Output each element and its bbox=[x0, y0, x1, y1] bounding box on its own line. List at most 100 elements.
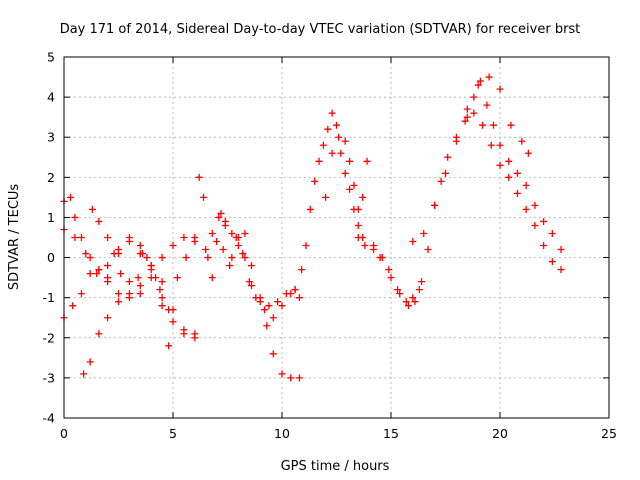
data-point bbox=[324, 125, 332, 133]
data-point bbox=[518, 137, 526, 145]
data-point bbox=[431, 201, 439, 209]
data-point bbox=[110, 250, 118, 258]
data-point bbox=[77, 290, 85, 298]
data-point bbox=[513, 189, 521, 197]
grid bbox=[64, 57, 609, 418]
data-point bbox=[333, 121, 340, 129]
data-point bbox=[239, 250, 247, 258]
series-track-L bbox=[370, 109, 565, 310]
data-point bbox=[136, 282, 144, 290]
data-point bbox=[143, 254, 151, 262]
data-point bbox=[291, 286, 299, 294]
data-point bbox=[354, 221, 362, 229]
chart-title: Day 171 of 2014, Sidereal Day-to-day VTE… bbox=[60, 22, 581, 37]
data-point bbox=[241, 254, 249, 262]
x-axis-label: GPS time / hours bbox=[281, 459, 390, 474]
data-point bbox=[487, 141, 495, 149]
data-point bbox=[228, 229, 236, 237]
data-point bbox=[411, 298, 419, 306]
data-point bbox=[489, 121, 497, 129]
x-tick-label: 5 bbox=[169, 426, 177, 441]
data-point bbox=[363, 157, 371, 165]
tick-marks bbox=[63, 56, 610, 419]
data-point bbox=[354, 234, 362, 241]
series-track-F bbox=[195, 173, 303, 322]
data-point bbox=[136, 242, 144, 250]
data-point bbox=[125, 238, 133, 246]
data-point bbox=[437, 177, 445, 185]
data-point bbox=[191, 334, 199, 342]
data-point bbox=[404, 302, 412, 310]
data-point bbox=[69, 302, 77, 310]
data-point bbox=[138, 250, 146, 258]
data-point bbox=[346, 185, 354, 193]
data-point bbox=[152, 274, 160, 282]
data-point bbox=[180, 326, 188, 334]
data-point bbox=[147, 262, 155, 270]
data-point bbox=[208, 229, 216, 237]
data-point bbox=[173, 274, 181, 282]
data-point bbox=[442, 169, 449, 177]
data-point bbox=[522, 181, 530, 189]
data-point bbox=[463, 113, 471, 121]
y-tick-label: 3 bbox=[47, 130, 55, 145]
data-point bbox=[505, 157, 513, 165]
data-point bbox=[337, 149, 345, 157]
data-point bbox=[507, 121, 515, 129]
x-tick-label: 25 bbox=[601, 426, 617, 441]
data-point bbox=[247, 282, 255, 290]
data-point bbox=[274, 298, 282, 306]
data-point bbox=[269, 350, 277, 358]
data-point bbox=[409, 238, 417, 246]
data-point bbox=[319, 141, 327, 149]
data-point bbox=[117, 270, 125, 278]
data-point bbox=[287, 374, 295, 382]
data-point bbox=[269, 314, 277, 322]
data-point bbox=[115, 290, 122, 298]
data-point bbox=[548, 229, 556, 237]
data-point bbox=[474, 81, 482, 89]
data-point bbox=[71, 234, 79, 241]
data-point bbox=[256, 298, 264, 306]
data-point bbox=[505, 173, 513, 181]
y-tick-label: -1 bbox=[43, 290, 55, 305]
data-point bbox=[156, 286, 164, 294]
y-tick-label: 5 bbox=[47, 50, 55, 65]
data-point bbox=[67, 193, 75, 201]
data-point bbox=[86, 358, 94, 366]
data-point bbox=[82, 250, 90, 258]
data-point bbox=[180, 234, 188, 241]
data-point bbox=[204, 254, 212, 262]
data-point bbox=[361, 242, 369, 250]
data-point bbox=[306, 205, 314, 213]
data-point bbox=[200, 193, 208, 201]
data-point bbox=[524, 149, 532, 157]
data-point bbox=[479, 121, 487, 129]
series-track-I bbox=[291, 109, 367, 294]
x-tick-label: 0 bbox=[60, 426, 68, 441]
data-point bbox=[540, 242, 548, 250]
y-tick-label: -3 bbox=[43, 370, 55, 385]
data-point bbox=[104, 234, 112, 241]
data-point bbox=[387, 274, 395, 282]
data-point bbox=[282, 290, 290, 298]
data-point bbox=[77, 234, 85, 241]
data-point bbox=[531, 201, 539, 209]
data-point bbox=[165, 306, 173, 314]
data-point bbox=[104, 314, 112, 322]
y-tick-label: 1 bbox=[47, 210, 55, 225]
data-point bbox=[540, 217, 548, 225]
data-point bbox=[311, 177, 319, 185]
data-point bbox=[215, 213, 223, 221]
data-point bbox=[71, 213, 79, 221]
data-point bbox=[513, 169, 521, 177]
data-point bbox=[496, 141, 504, 149]
data-point bbox=[158, 302, 166, 310]
data-point bbox=[461, 117, 469, 125]
data-point bbox=[195, 173, 203, 181]
data-point bbox=[95, 217, 103, 225]
data-point bbox=[359, 193, 367, 201]
data-point bbox=[136, 290, 144, 298]
data-point bbox=[263, 322, 271, 330]
